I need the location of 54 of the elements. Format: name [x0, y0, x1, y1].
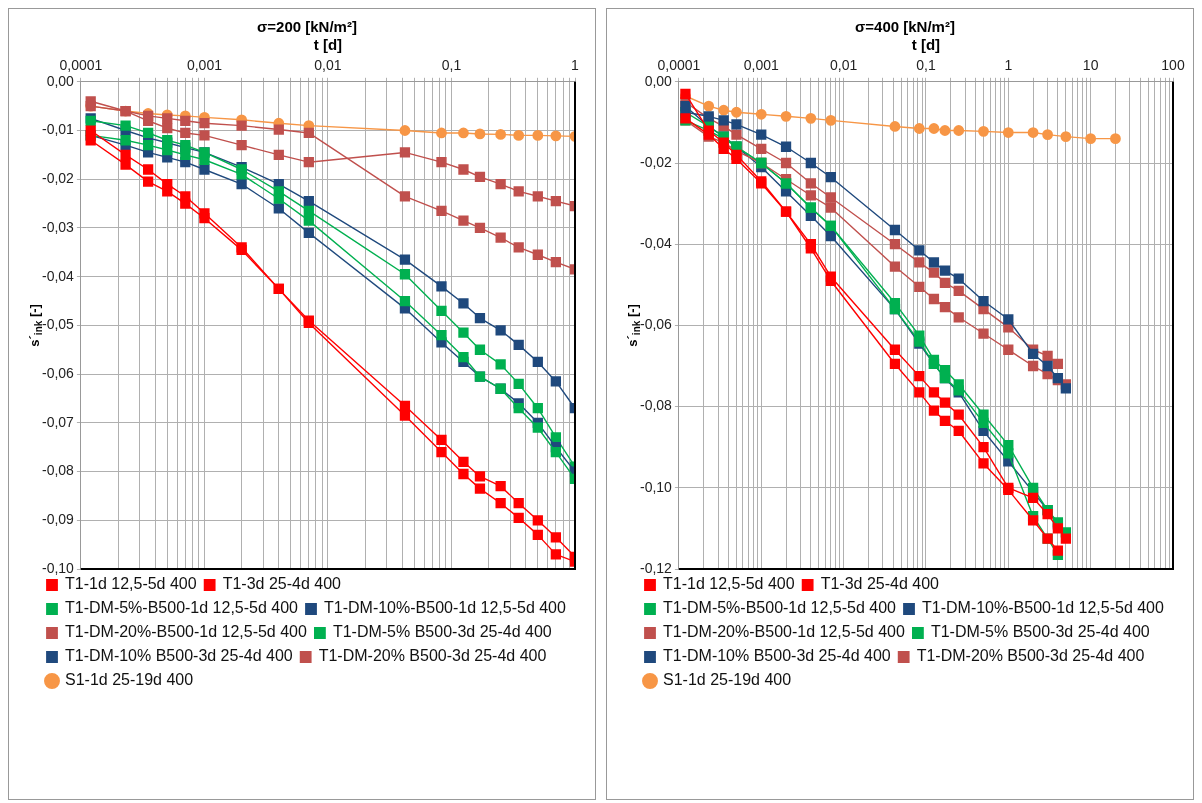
legend-label: S1-1d 25-19d 400 [65, 671, 194, 689]
legend-label: T1-DM-5% B500-3d 25-4d 400 [332, 623, 552, 641]
x-tick-label: 0,1 [441, 57, 462, 74]
x-tick-label: 0,0001 [59, 57, 103, 74]
y-axis-title: s´ink [-] [26, 304, 44, 347]
x-tick-label: 0,001 [186, 57, 223, 74]
y-tick-label: 0,00 [46, 72, 75, 89]
y-tick-label: -0,12 [639, 559, 673, 576]
x-tick-label: 0,1 [916, 57, 936, 74]
y-tick-label: -0,03 [41, 218, 75, 235]
legend-label: T1-1d 12,5-5d 400 [65, 575, 197, 593]
legend-label: T1-3d 25-4d 400 [820, 575, 940, 593]
x-tick-label: 0,001 [743, 57, 779, 74]
legend-label: T1-DM-20% B500-3d 25-4d 400 [318, 647, 547, 665]
y-tick-label: 0,00 [644, 72, 673, 89]
y-tick-label: -0,04 [41, 267, 75, 284]
x-axis-title: t [d] [313, 36, 343, 54]
legend-label: T1-DM-10% B500-3d 25-4d 400 [663, 647, 891, 665]
x-tick-label: 10 [1082, 57, 1099, 74]
legend-label: T1-DM-10%-B500-1d 12,5-5d 400 [324, 599, 567, 617]
legend-label: S1-1d 25-19d 400 [663, 671, 792, 689]
x-tick-label: 0,01 [314, 57, 342, 74]
y-tick-label: -0,06 [639, 316, 673, 333]
x-tick-label: 1 [1004, 57, 1013, 74]
x-tick-label: 1 [571, 57, 580, 74]
legend-label: T1-3d 25-4d 400 [222, 575, 342, 593]
legend-label: T1-DM-10%-B500-1d 12,5-5d 400 [922, 599, 1165, 617]
y-tick-label: -0,04 [639, 235, 673, 252]
chart-title: σ=400 [kN/m²] [855, 18, 955, 36]
legend-label: T1-DM-20%-B500-1d 12,5-5d 400 [65, 623, 308, 641]
x-tick-label: 100 [1161, 57, 1185, 74]
legend-label: T1-DM-5% B500-3d 25-4d 400 [930, 623, 1150, 641]
legend-label: T1-DM-20% B500-3d 25-4d 400 [916, 647, 1145, 665]
y-tick-label: -0,08 [639, 397, 673, 414]
legend-label: T1-DM-10% B500-3d 25-4d 400 [65, 647, 293, 665]
legend-label: T1-DM-20%-B500-1d 12,5-5d 400 [663, 623, 906, 641]
y-tick-label: -0,01 [41, 121, 75, 138]
y-tick-label: -0,09 [41, 511, 75, 528]
y-tick-label: -0,02 [41, 170, 75, 187]
x-axis-title: t [d] [911, 36, 941, 54]
y-tick-label: -0,02 [639, 153, 673, 170]
y-tick-label: -0,10 [41, 559, 75, 576]
chart-title: σ=200 [kN/m²] [257, 18, 357, 36]
y-tick-label: -0,10 [639, 478, 673, 495]
x-tick-label: 0,0001 [657, 57, 701, 74]
legend-label: T1-DM-5%-B500-1d 12,5-5d 400 [65, 599, 299, 617]
y-tick-label: -0,05 [41, 316, 75, 333]
y-axis-title: s´ink [-] [624, 304, 642, 347]
legend-label: T1-1d 12,5-5d 400 [663, 575, 795, 593]
legend-label: T1-DM-5%-B500-1d 12,5-5d 400 [663, 599, 897, 617]
y-tick-label: -0,06 [41, 364, 75, 381]
y-tick-label: -0,07 [41, 413, 75, 430]
y-tick-label: -0,08 [41, 462, 75, 479]
x-tick-label: 0,01 [829, 57, 858, 74]
